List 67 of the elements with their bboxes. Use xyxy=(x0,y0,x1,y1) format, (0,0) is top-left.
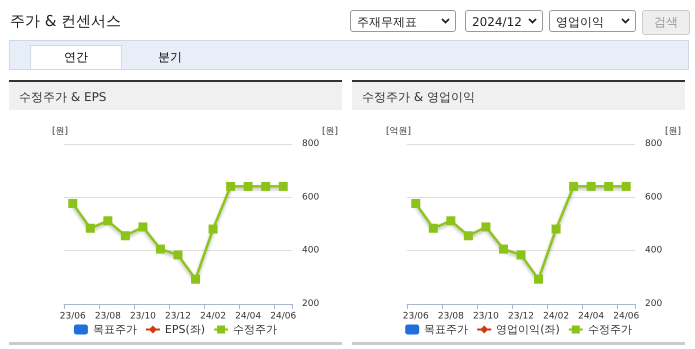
point xyxy=(226,182,236,191)
point xyxy=(138,222,148,232)
point xyxy=(446,216,456,226)
y2-tick-label: 400 xyxy=(302,246,320,256)
x-tick-label: 23/06 xyxy=(60,312,86,322)
legend-label: 영업이익(좌) xyxy=(496,323,560,336)
point xyxy=(261,182,270,191)
x-tick-label: 23/12 xyxy=(508,312,534,322)
y2-tick-label: 600 xyxy=(302,192,320,202)
point xyxy=(586,182,596,191)
x-tick-label: 24/02 xyxy=(200,312,226,322)
text: 연간 xyxy=(30,45,122,69)
point xyxy=(174,250,182,260)
point xyxy=(103,216,112,226)
point xyxy=(622,182,631,191)
x-tick-label: 23/12 xyxy=(165,312,191,322)
point xyxy=(428,224,438,233)
text: 영업이익 xyxy=(549,10,636,32)
y2-tick-label: 400 xyxy=(645,246,662,256)
text: 2024/12 xyxy=(465,10,543,32)
legend-label: EPS(좌) xyxy=(164,323,206,336)
point xyxy=(156,244,165,254)
chart-title: 수정주가 & 영업이익 xyxy=(352,80,685,110)
chart-title: 수정주가 & EPS xyxy=(9,80,342,110)
y2-tick-label: 600 xyxy=(645,192,662,202)
point xyxy=(411,198,420,208)
y2-tick-label: 200 xyxy=(302,299,320,309)
y2-tick-label: 800 xyxy=(302,139,320,149)
point xyxy=(208,224,218,234)
x-tick-label: 23/10 xyxy=(130,312,156,322)
point xyxy=(278,182,288,191)
point xyxy=(498,244,508,254)
x-tick-label: 24/06 xyxy=(613,312,640,322)
text: 주가 & 컨센서스 xyxy=(10,12,122,31)
point xyxy=(569,182,578,191)
legend-label: 목표주가 xyxy=(92,323,137,336)
x-tick-label: 24/04 xyxy=(235,312,262,322)
point xyxy=(244,182,253,191)
point xyxy=(604,182,614,191)
legend-label: 수정주가 xyxy=(588,323,632,336)
x-tick-label: 23/06 xyxy=(402,312,430,322)
y2-tick-label: 800 xyxy=(645,139,662,149)
legend-label: 수정주가 xyxy=(233,323,278,336)
point xyxy=(120,231,130,240)
point xyxy=(68,198,78,208)
point xyxy=(191,274,200,284)
text: 주재무제표 xyxy=(350,10,456,32)
point xyxy=(534,274,544,284)
x-tick-label: 23/08 xyxy=(94,312,122,322)
x-tick-label: 24/02 xyxy=(543,312,570,322)
text: 분기 xyxy=(157,49,183,66)
point xyxy=(464,231,473,240)
point xyxy=(481,222,490,232)
y-axis-title: [억원] xyxy=(386,126,411,136)
point xyxy=(86,224,95,233)
x-tick-label: 24/06 xyxy=(270,312,296,322)
y-axis-title: [원] xyxy=(52,126,68,136)
point xyxy=(552,224,561,234)
x-tick-label: 23/08 xyxy=(438,312,464,322)
text: 검색 xyxy=(642,10,690,35)
y2-tick-label: 200 xyxy=(645,299,662,309)
point xyxy=(516,250,526,260)
y2-axis-title: [원] xyxy=(322,126,338,136)
x-tick-label: 24/04 xyxy=(578,312,604,322)
y2-axis-title: [원] xyxy=(665,126,682,136)
legend-label: 목표주가 xyxy=(424,323,468,336)
x-tick-label: 23/10 xyxy=(472,312,500,322)
